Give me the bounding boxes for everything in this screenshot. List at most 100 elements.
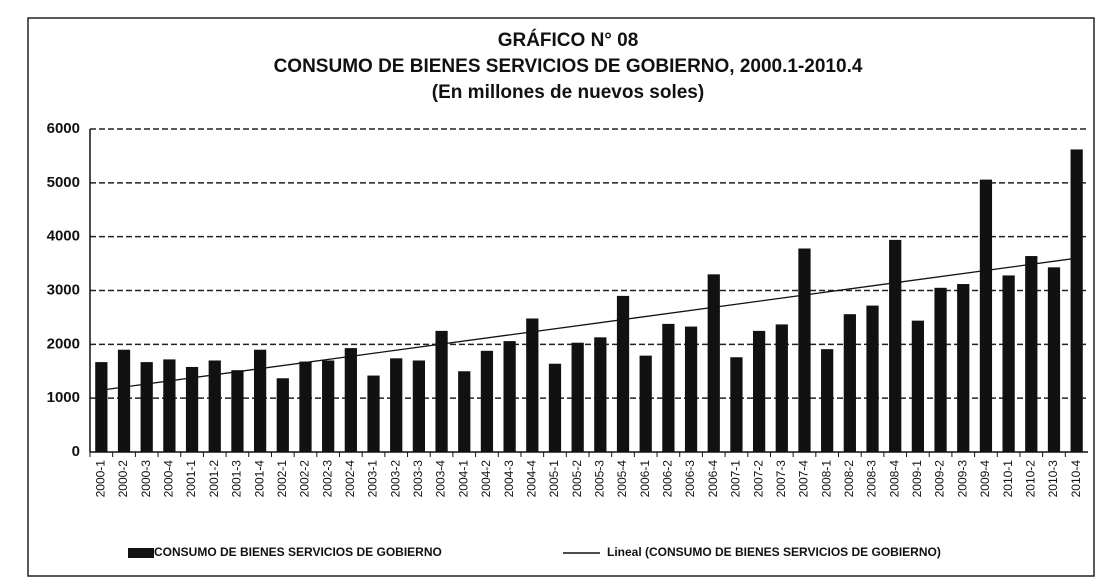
x-tick-label: 2003-1 bbox=[366, 460, 380, 498]
chart-title: CONSUMO DE BIENES SERVICIOS DE GOBIERNO,… bbox=[274, 56, 863, 77]
bar bbox=[231, 370, 244, 452]
bar bbox=[390, 358, 403, 452]
bar bbox=[1002, 275, 1015, 452]
x-tick-label: 2006-2 bbox=[661, 460, 675, 498]
y-tick-label: 1000 bbox=[47, 389, 80, 406]
bar bbox=[571, 342, 584, 452]
x-tick-label: 2007-2 bbox=[751, 460, 765, 498]
x-tick-label: 2010-4 bbox=[1069, 460, 1083, 498]
y-tick-label: 6000 bbox=[47, 120, 80, 137]
x-tick-label: 2001-4 bbox=[252, 460, 266, 498]
x-tick-label: 2010-2 bbox=[1023, 460, 1037, 498]
chart-title: GRÁFICO N° 08 bbox=[498, 29, 639, 51]
x-tick-label: 2010-3 bbox=[1046, 460, 1060, 498]
bar bbox=[1070, 149, 1083, 452]
bar bbox=[458, 371, 471, 452]
x-tick-label: 2002-1 bbox=[275, 460, 289, 498]
chart-subtitle: (En millones de nuevos soles) bbox=[432, 82, 704, 103]
bar bbox=[843, 314, 856, 452]
x-tick-label: 2006-1 bbox=[638, 460, 652, 498]
x-tick-label: 2002-2 bbox=[298, 460, 312, 498]
bar bbox=[889, 239, 902, 452]
x-tick-label: 2000-4 bbox=[162, 460, 176, 498]
x-tick-label: 2004-3 bbox=[502, 460, 516, 498]
x-tick-label: 2001-2 bbox=[207, 460, 221, 498]
x-tick-label: 2008-3 bbox=[865, 460, 879, 498]
bar bbox=[957, 284, 970, 452]
x-tick-label: 2000-1 bbox=[94, 460, 108, 498]
bar bbox=[503, 341, 516, 452]
bar bbox=[594, 337, 607, 452]
x-tick-label: 2007-3 bbox=[774, 460, 788, 498]
trend-line bbox=[101, 257, 1077, 391]
x-tick-label: 2000-3 bbox=[139, 460, 153, 498]
x-tick-label: 2009-4 bbox=[978, 460, 992, 498]
y-tick-label: 5000 bbox=[47, 174, 80, 191]
bar bbox=[344, 348, 357, 452]
bar bbox=[639, 355, 652, 452]
bar bbox=[367, 375, 380, 452]
x-tick-label: 2004-2 bbox=[479, 460, 493, 498]
x-tick-label: 2008-4 bbox=[887, 460, 901, 498]
bar bbox=[322, 360, 335, 452]
bar bbox=[253, 349, 267, 452]
bar bbox=[526, 318, 539, 452]
bar bbox=[140, 362, 153, 452]
y-tick-label: 4000 bbox=[47, 228, 80, 245]
bar bbox=[707, 274, 720, 452]
x-tick-label: 2002-3 bbox=[320, 460, 334, 498]
bar bbox=[821, 349, 834, 452]
bar bbox=[752, 330, 766, 452]
x-tick-label: 2008-2 bbox=[842, 460, 856, 498]
bar bbox=[548, 363, 562, 452]
bar bbox=[299, 361, 312, 452]
x-tick-label: 2001-3 bbox=[230, 460, 244, 498]
x-tick-label: 2002-4 bbox=[343, 460, 357, 498]
legend-label: Lineal (CONSUMO DE BIENES SERVICIOS DE G… bbox=[607, 545, 941, 559]
bar bbox=[412, 360, 426, 452]
bar bbox=[934, 287, 947, 452]
bar bbox=[979, 179, 993, 452]
y-tick-label: 3000 bbox=[47, 281, 80, 298]
legend-label: CONSUMO DE BIENES SERVICIOS DE GOBIERNO bbox=[154, 545, 442, 559]
bar bbox=[684, 326, 698, 452]
bar bbox=[185, 366, 199, 452]
bar bbox=[775, 324, 788, 452]
bar bbox=[1025, 256, 1038, 452]
x-tick-label: 2009-1 bbox=[910, 460, 924, 498]
x-tick-label: 2005-1 bbox=[547, 460, 561, 498]
bar bbox=[480, 350, 494, 452]
x-tick-label: 2001-1 bbox=[184, 460, 198, 498]
x-tick-label: 2003-4 bbox=[434, 460, 448, 498]
bar bbox=[208, 360, 221, 452]
x-tick-label: 2009-2 bbox=[933, 460, 947, 498]
x-tick-label: 2007-1 bbox=[729, 460, 743, 498]
x-tick-label: 2003-3 bbox=[411, 460, 425, 498]
y-tick-label: 0 bbox=[72, 443, 80, 460]
bar bbox=[866, 305, 879, 452]
bar bbox=[276, 378, 289, 452]
bar bbox=[163, 359, 176, 452]
y-tick-label: 2000 bbox=[47, 335, 80, 352]
x-tick-label: 2000-2 bbox=[116, 460, 130, 498]
x-tick-label: 2007-4 bbox=[797, 460, 811, 498]
bar bbox=[616, 295, 630, 452]
bar bbox=[117, 349, 131, 452]
x-tick-label: 2008-1 bbox=[819, 460, 833, 498]
bar bbox=[662, 323, 675, 452]
x-tick-label: 2009-3 bbox=[955, 460, 969, 498]
x-tick-label: 2006-4 bbox=[706, 460, 720, 498]
x-tick-label: 2004-4 bbox=[524, 460, 538, 498]
bar bbox=[95, 362, 108, 452]
x-tick-label: 2005-4 bbox=[615, 460, 629, 498]
x-tick-label: 2003-2 bbox=[388, 460, 402, 498]
bar bbox=[435, 330, 448, 452]
bar bbox=[1047, 267, 1061, 452]
legend-swatch bbox=[128, 548, 154, 558]
x-tick-label: 2004-1 bbox=[456, 460, 470, 498]
bar bbox=[730, 357, 743, 452]
frame bbox=[27, 17, 1095, 577]
bar bbox=[798, 248, 811, 452]
bar bbox=[911, 320, 925, 452]
